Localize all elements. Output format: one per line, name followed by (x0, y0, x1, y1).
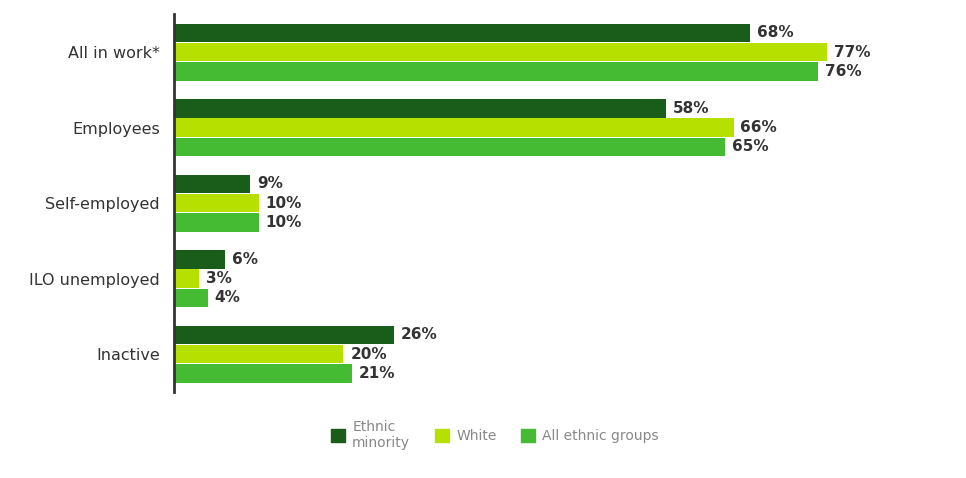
Bar (174, 43, 827, 61)
Text: 26%: 26% (401, 327, 438, 342)
Text: 20%: 20% (351, 347, 386, 362)
Bar (174, 345, 344, 363)
Text: 3%: 3% (206, 271, 232, 286)
Text: 65%: 65% (732, 140, 768, 154)
Bar (174, 270, 199, 288)
Text: 76%: 76% (825, 64, 862, 79)
Bar (174, 138, 725, 156)
Bar (174, 62, 818, 81)
Text: 77%: 77% (834, 44, 870, 60)
Text: 66%: 66% (740, 120, 777, 135)
Text: 6%: 6% (232, 252, 258, 267)
Bar (174, 194, 259, 212)
Text: 4%: 4% (214, 291, 241, 305)
Bar (174, 99, 666, 118)
Text: 21%: 21% (358, 366, 395, 381)
Bar (174, 23, 751, 42)
Bar (174, 289, 208, 307)
Text: 58%: 58% (672, 101, 709, 116)
Text: 10%: 10% (266, 215, 301, 230)
Bar (174, 174, 250, 193)
Bar (174, 326, 394, 344)
Bar (174, 213, 259, 232)
Bar (174, 364, 352, 383)
Text: 68%: 68% (757, 25, 794, 40)
Bar (174, 250, 225, 269)
Legend: Ethnic
minority, White, All ethnic groups: Ethnic minority, White, All ethnic group… (326, 414, 665, 456)
Text: 9%: 9% (257, 176, 283, 191)
Text: 10%: 10% (266, 196, 301, 211)
Bar (174, 119, 733, 137)
